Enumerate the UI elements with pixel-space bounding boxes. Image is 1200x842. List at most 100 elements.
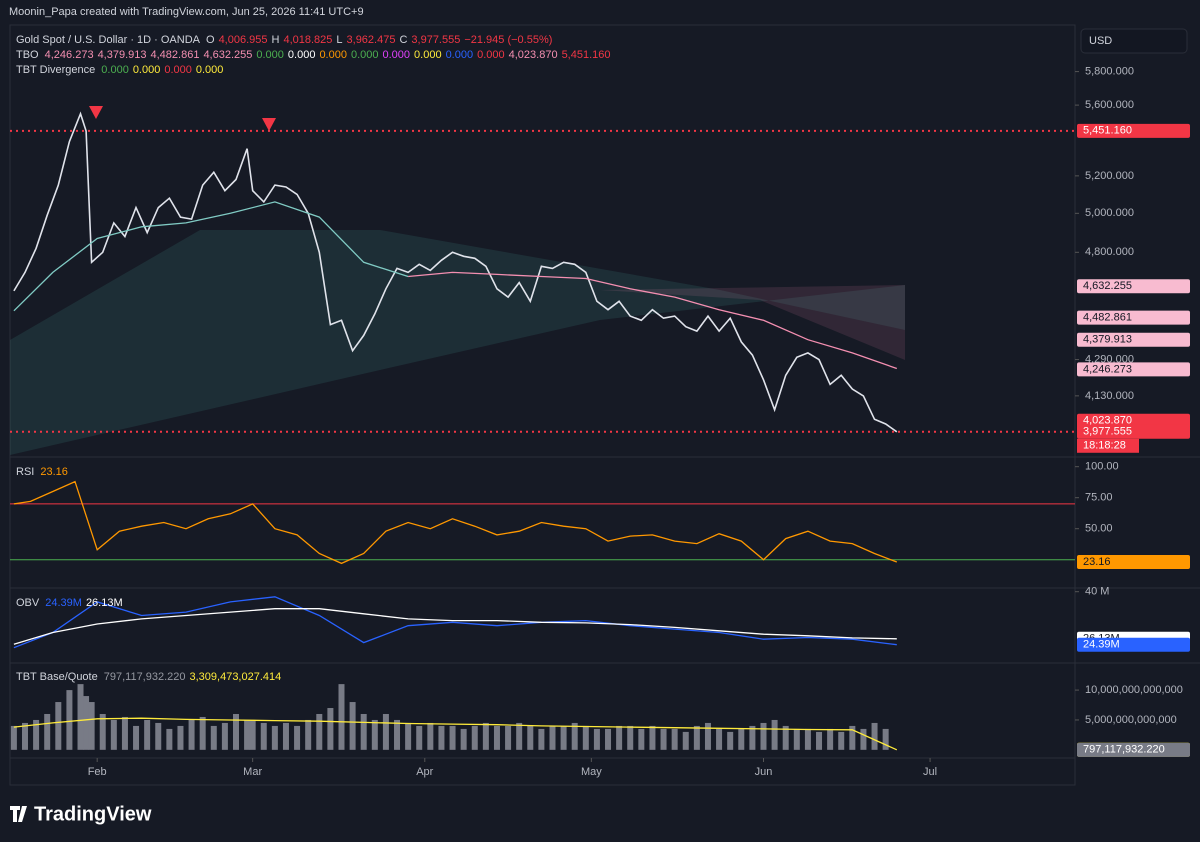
volume-bar (394, 719, 401, 750)
price-tag-label: 23.16 (1083, 556, 1111, 568)
volume-bar (549, 725, 556, 750)
volume-bar (571, 722, 578, 750)
volume-bar (188, 719, 195, 750)
price-tag (1077, 332, 1190, 347)
legend-item: 0.000 (446, 49, 474, 61)
volume-bar (605, 728, 612, 750)
volume-bar (33, 719, 40, 750)
series-line (13, 596, 897, 649)
price-tag-label: 4,246.273 (1083, 363, 1132, 375)
volume-bar (516, 722, 523, 750)
volume-bar (294, 725, 301, 750)
y-tick-label: 75.00 (1085, 492, 1113, 504)
volume-bar (649, 725, 656, 750)
legend-item: O (206, 34, 215, 46)
volume-bar (55, 702, 62, 750)
volume-bar (177, 725, 184, 750)
legend-item: 23.16 (40, 466, 68, 478)
price-tag (1077, 554, 1190, 569)
legend-item: 0.000 (414, 49, 442, 61)
volume-bar (21, 722, 28, 750)
legend-item: C (399, 34, 407, 46)
y-tick-label: 5,000.000 (1085, 207, 1134, 219)
legend-item: 4,006.955 (219, 34, 268, 46)
series-line (13, 111, 898, 433)
volume-bar (371, 719, 378, 750)
volume-bar (449, 725, 456, 750)
volume-bar (155, 722, 162, 750)
volume-bar (860, 728, 867, 750)
volume-bar (382, 713, 389, 750)
legend-item: 4,023.870 (509, 49, 558, 61)
legend-item: 26.13M (86, 597, 123, 609)
legend-item: TBO (16, 49, 39, 61)
legend-row: RSI 23.16 (16, 466, 68, 478)
legend-item: 797,117,932.220 (104, 671, 186, 683)
legend-row: TBO 4,246.273 4,379.913 4,482.861 4,632.255 0… (16, 49, 611, 61)
volume-bar (849, 725, 856, 750)
legend-row: TBT Divergence 0.000 0.000 0.000 0.000 (16, 64, 223, 76)
legend-item: 0.000 (133, 64, 161, 76)
volume-bar (582, 725, 589, 750)
price-tag-label: 4,632.255 (1083, 280, 1132, 292)
legend-item: 4,482.861 (151, 49, 200, 61)
cloud (10, 230, 905, 455)
plot-area (10, 111, 1075, 751)
volume-bar (83, 696, 90, 750)
volume-bar (133, 725, 140, 750)
legend-item: 0.000 (319, 49, 347, 61)
currency-button[interactable] (1080, 28, 1188, 54)
volume-bar (527, 725, 534, 750)
volume-bar (199, 716, 206, 750)
volume-bar (727, 731, 734, 750)
volume-bar (804, 728, 811, 750)
volume-bar (793, 728, 800, 750)
countdown: 18:18:28 (1083, 440, 1126, 452)
volume-bar (10, 725, 17, 750)
series-line (13, 608, 897, 645)
legend-item: 0.000 (256, 49, 284, 61)
volume-bar (671, 728, 678, 750)
volume-bar (638, 728, 645, 750)
legend-item: OBV (16, 597, 40, 609)
price-tag (1077, 279, 1190, 294)
y-tick-label: 5,600.000 (1085, 99, 1134, 111)
legend-item: RSI (16, 466, 34, 478)
currency[interactable]: USD (1089, 35, 1112, 47)
volume-bar (166, 728, 173, 750)
volume-bar (560, 725, 567, 750)
x-tick-label: Mar (243, 766, 262, 778)
legend-item: TBT Divergence (16, 64, 95, 76)
price-tag (1077, 742, 1190, 757)
volume-bar (616, 725, 623, 750)
countdown-tag (1077, 438, 1139, 453)
price-tag-label: 24.39M (1083, 639, 1120, 651)
volume-bar (77, 684, 84, 750)
legend-item: 3,309,473,027.414 (190, 671, 282, 683)
volume-bar (66, 690, 73, 750)
volume-bar (210, 725, 217, 750)
volume-bar (271, 725, 278, 750)
volume-bar (471, 725, 478, 750)
legend-item: 0.000 (101, 64, 129, 76)
volume-bar (260, 722, 267, 750)
logo: TradingView (34, 803, 152, 825)
legend-item: H (272, 34, 280, 46)
volume-bar (827, 728, 834, 750)
legend-item: 3,962.475 (347, 34, 396, 46)
price-tag (1077, 424, 1190, 439)
y-tick-label: 50.00 (1085, 523, 1113, 535)
legend-row: OBV 24.39M 26.13M (16, 597, 123, 609)
volume-bar (482, 722, 489, 750)
credit: Moonin_Papa created with TradingView.com… (9, 6, 364, 18)
price-tag-label: 797,117,932.220 (1083, 744, 1165, 756)
volume-bar (760, 722, 767, 750)
volume-bar (593, 728, 600, 750)
price-tag-label: 5,451.160 (1083, 125, 1132, 137)
plot-frame (9, 24, 1076, 786)
legend-row: Gold Spot / U.S. Dollar · 1D · OANDA O 4,0… (16, 34, 552, 46)
x-tick-label: Feb (88, 766, 107, 778)
volume-bar (305, 719, 312, 750)
y-tick-label: 4,130.000 (1085, 390, 1134, 402)
volume-bar (44, 713, 51, 750)
